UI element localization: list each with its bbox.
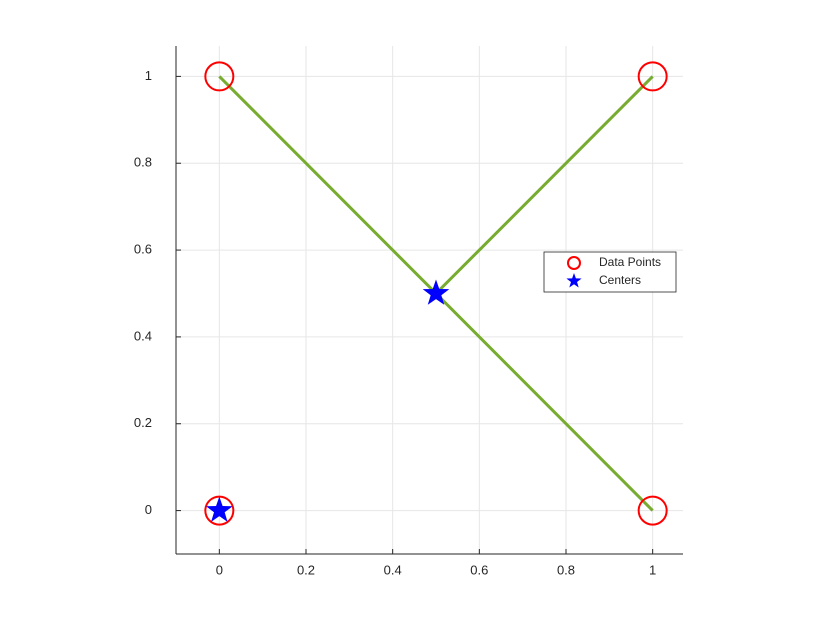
point: [422, 279, 450, 305]
y-tick-label: 0: [145, 502, 152, 517]
legend-label: Centers: [599, 273, 641, 287]
x-tick-label: 0.2: [297, 562, 315, 577]
x-tick-label: 1: [649, 562, 656, 577]
y-tick-label: 0.4: [134, 328, 152, 343]
legend-marker: [566, 273, 582, 288]
y-tick-label: 0.8: [134, 155, 152, 170]
y-tick-label: 0.2: [134, 415, 152, 430]
x-tick-label: 0.6: [470, 562, 488, 577]
legend: Data Points Centers: [543, 251, 677, 293]
point: [637, 495, 668, 526]
point: [206, 496, 233, 522]
y-tick-label: 1: [145, 68, 152, 83]
point: [204, 61, 235, 92]
x-tick-label: 0.8: [557, 562, 575, 577]
connector-line: [434, 292, 654, 512]
connector-line: [218, 75, 438, 295]
legend-marker: [567, 256, 581, 270]
connector-line: [434, 75, 654, 295]
legend-label: Data Points: [599, 255, 661, 269]
point: [204, 495, 235, 526]
x-tick-label: 0.4: [384, 562, 402, 577]
point: [637, 61, 668, 92]
y-tick-label: 0.6: [134, 242, 152, 257]
legend-box: [543, 251, 677, 293]
x-tick-label: 0: [216, 562, 223, 577]
